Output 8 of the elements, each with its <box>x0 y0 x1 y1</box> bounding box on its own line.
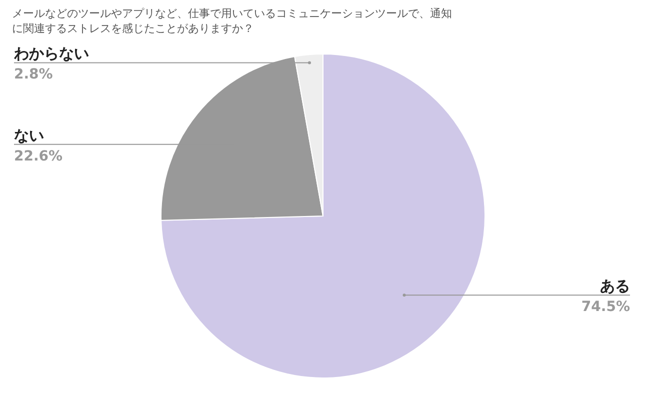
data-label: 22.6% <box>14 148 63 164</box>
data-label: 2.8% <box>14 66 53 83</box>
slice-label: ある <box>600 277 630 296</box>
slice-label: わからない <box>13 44 89 63</box>
slice-label: ない <box>14 126 44 144</box>
chart-title: メールなどのツールやアプリなど、仕事で用いているコミュニケーションツールで、通知に関連するストレスを感じたことがありますか？ <box>12 6 452 36</box>
pie-slice <box>160 54 486 378</box>
data-label: 74.5% <box>581 299 630 316</box>
